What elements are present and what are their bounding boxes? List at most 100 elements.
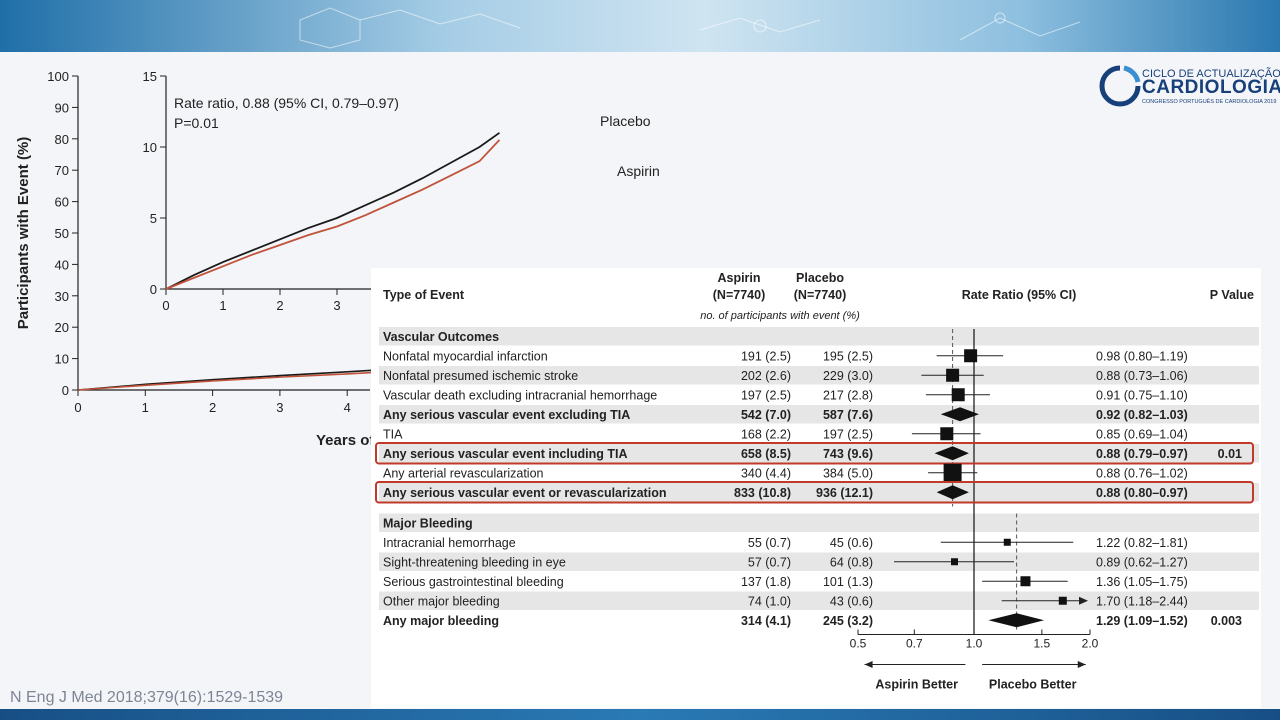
- x-tick-label: 4: [344, 400, 351, 415]
- row-ci: 0.88 (0.79–0.97): [1096, 447, 1188, 461]
- highlight-box: [375, 481, 1254, 504]
- row-shade: [379, 405, 1259, 424]
- y-tick-label: 20: [55, 320, 69, 335]
- forest-x-tick-label: 1.0: [966, 637, 983, 651]
- aspirin-better-label: Aspirin Better: [875, 678, 958, 692]
- row-label: Sight-threatening bleeding in eye: [383, 555, 566, 569]
- row-aspirin: 197 (2.5): [741, 388, 791, 402]
- header-banner: [0, 0, 1280, 52]
- y-tick-label: 50: [55, 226, 69, 241]
- row-label: Vascular death excluding intracranial he…: [383, 388, 657, 402]
- x-tick-label: 2: [209, 400, 216, 415]
- y-tick-label: 0: [62, 383, 69, 398]
- forest-x-tick-label: 0.7: [906, 637, 923, 651]
- row-ci: 0.88 (0.80–0.97): [1096, 486, 1188, 500]
- logo-line-2: CARDIOLOGIA: [1142, 77, 1280, 98]
- row-placebo: 43 (0.6): [830, 594, 873, 608]
- header-subheader: no. of participants with event (%): [700, 310, 860, 322]
- row-aspirin: 542 (7.0): [741, 408, 791, 422]
- summary-diamond: [936, 485, 969, 500]
- row-p-value: 0.003: [1211, 614, 1242, 628]
- header-event: Type of Event: [383, 288, 465, 302]
- forest-plot-panel: Aspirin (N=7740) Placebo (N=7740) Type of Ev…: [371, 268, 1261, 708]
- summary-diamond: [940, 407, 979, 422]
- point-estimate: [1058, 596, 1067, 605]
- row-shade: [379, 444, 1259, 463]
- row-label: Intracranial hemorrhage: [383, 536, 516, 550]
- row-aspirin: 57 (0.7): [748, 555, 791, 569]
- row-ci: 0.98 (0.80–1.19): [1096, 349, 1188, 363]
- inset-y-tick-label: 5: [150, 211, 157, 226]
- row-ci: 0.88 (0.73–1.06): [1096, 369, 1188, 383]
- row-p-value: 0.01: [1218, 447, 1242, 461]
- row-placebo: 936 (12.1): [816, 486, 873, 500]
- row-label: Any serious vascular event excluding TIA: [383, 408, 630, 422]
- row-shade: [379, 552, 1259, 571]
- header-aspirin-n: (N=7740): [713, 288, 765, 302]
- header-rate-ratio: Rate Ratio (95% CI): [962, 288, 1077, 302]
- series-aspirin: [77, 371, 375, 391]
- congress-logo: CICLO DE ACTUALIZAÇÃO CARDIOLOGIA CONGRE…: [1098, 64, 1280, 110]
- row-placebo: 195 (2.5): [823, 349, 873, 363]
- forest-x-tick-label: 0.5: [850, 637, 867, 651]
- row-shade: [379, 513, 1259, 532]
- row-ci: 1.29 (1.09–1.52): [1096, 614, 1188, 628]
- inset-x-tick-label: 1: [219, 298, 226, 313]
- logo-ring-icon: [1099, 65, 1141, 107]
- row-aspirin: 833 (10.8): [734, 486, 791, 500]
- row-ci: 1.22 (0.82–1.81): [1096, 536, 1188, 550]
- row-label: Any serious vascular event or revascular…: [383, 486, 666, 500]
- point-estimate: [940, 427, 954, 441]
- aspirin-better-arrowhead: [864, 661, 873, 668]
- inset-legend-aspirin: Aspirin: [617, 163, 660, 179]
- row-label: Nonfatal presumed ischemic stroke: [383, 369, 578, 383]
- point-estimate: [1020, 576, 1031, 587]
- row-ci: 0.91 (0.75–1.10): [1096, 388, 1188, 402]
- row-aspirin: 168 (2.2): [741, 427, 791, 441]
- row-shade: [379, 591, 1259, 610]
- row-aspirin: 658 (8.5): [741, 447, 791, 461]
- row-ci: 1.70 (1.18–2.44): [1096, 594, 1188, 608]
- placebo-better-arrowhead: [1077, 661, 1086, 668]
- inset-x-tick-label: 2: [276, 298, 283, 313]
- y-tick-label: 80: [55, 132, 69, 147]
- row-shade: [379, 366, 1259, 385]
- x-tick-label: 1: [142, 400, 149, 415]
- forest-x-tick-label: 2.0: [1082, 637, 1099, 651]
- row-label: Nonfatal myocardial infarction: [383, 349, 548, 363]
- x-tick-label: 3: [276, 400, 283, 415]
- logo-line-1: CICLO DE ACTUALIZAÇÃO: [1142, 68, 1280, 80]
- row-placebo: 229 (3.0): [823, 369, 873, 383]
- x-tick-label: 0: [74, 400, 81, 415]
- y-tick-label: 30: [55, 289, 69, 304]
- point-estimate: [946, 368, 960, 382]
- y-tick-label: 70: [55, 163, 69, 178]
- inset-y-tick-label: 15: [143, 69, 157, 84]
- section-label: Major Bleeding: [383, 516, 473, 530]
- summary-diamond: [934, 446, 969, 461]
- inset-series-aspirin: [165, 139, 501, 290]
- header-placebo-n: (N=7740): [794, 288, 846, 302]
- row-aspirin: 55 (0.7): [748, 536, 791, 550]
- y-tick-label: 100: [47, 69, 69, 84]
- inset-annotation-p: P=0.01: [174, 115, 219, 131]
- row-ci: 0.92 (0.82–1.03): [1096, 408, 1188, 422]
- section-label: Vascular Outcomes: [383, 330, 499, 344]
- inset-x-tick-label: 0: [162, 298, 169, 313]
- placebo-better-label: Placebo Better: [989, 678, 1077, 692]
- inset-x-tick-label: 3: [333, 298, 340, 313]
- row-placebo: 587 (7.6): [823, 408, 873, 422]
- header-aspirin: Aspirin: [717, 271, 760, 285]
- footer-banner: [0, 709, 1280, 720]
- point-estimate: [943, 463, 962, 482]
- row-ci: 0.89 (0.62–1.27): [1096, 555, 1188, 569]
- row-label: TIA: [383, 427, 403, 441]
- row-shade: [379, 483, 1259, 502]
- row-label: Other major bleeding: [383, 594, 500, 608]
- inset-annotation-ratio: Rate ratio, 0.88 (95% CI, 0.79–0.97): [174, 95, 399, 111]
- header-placebo: Placebo: [796, 271, 844, 285]
- molecule-decoration: [299, 7, 1081, 49]
- row-ci: 0.85 (0.69–1.04): [1096, 427, 1188, 441]
- inset-series-placebo: [165, 132, 500, 290]
- point-estimate: [950, 558, 958, 566]
